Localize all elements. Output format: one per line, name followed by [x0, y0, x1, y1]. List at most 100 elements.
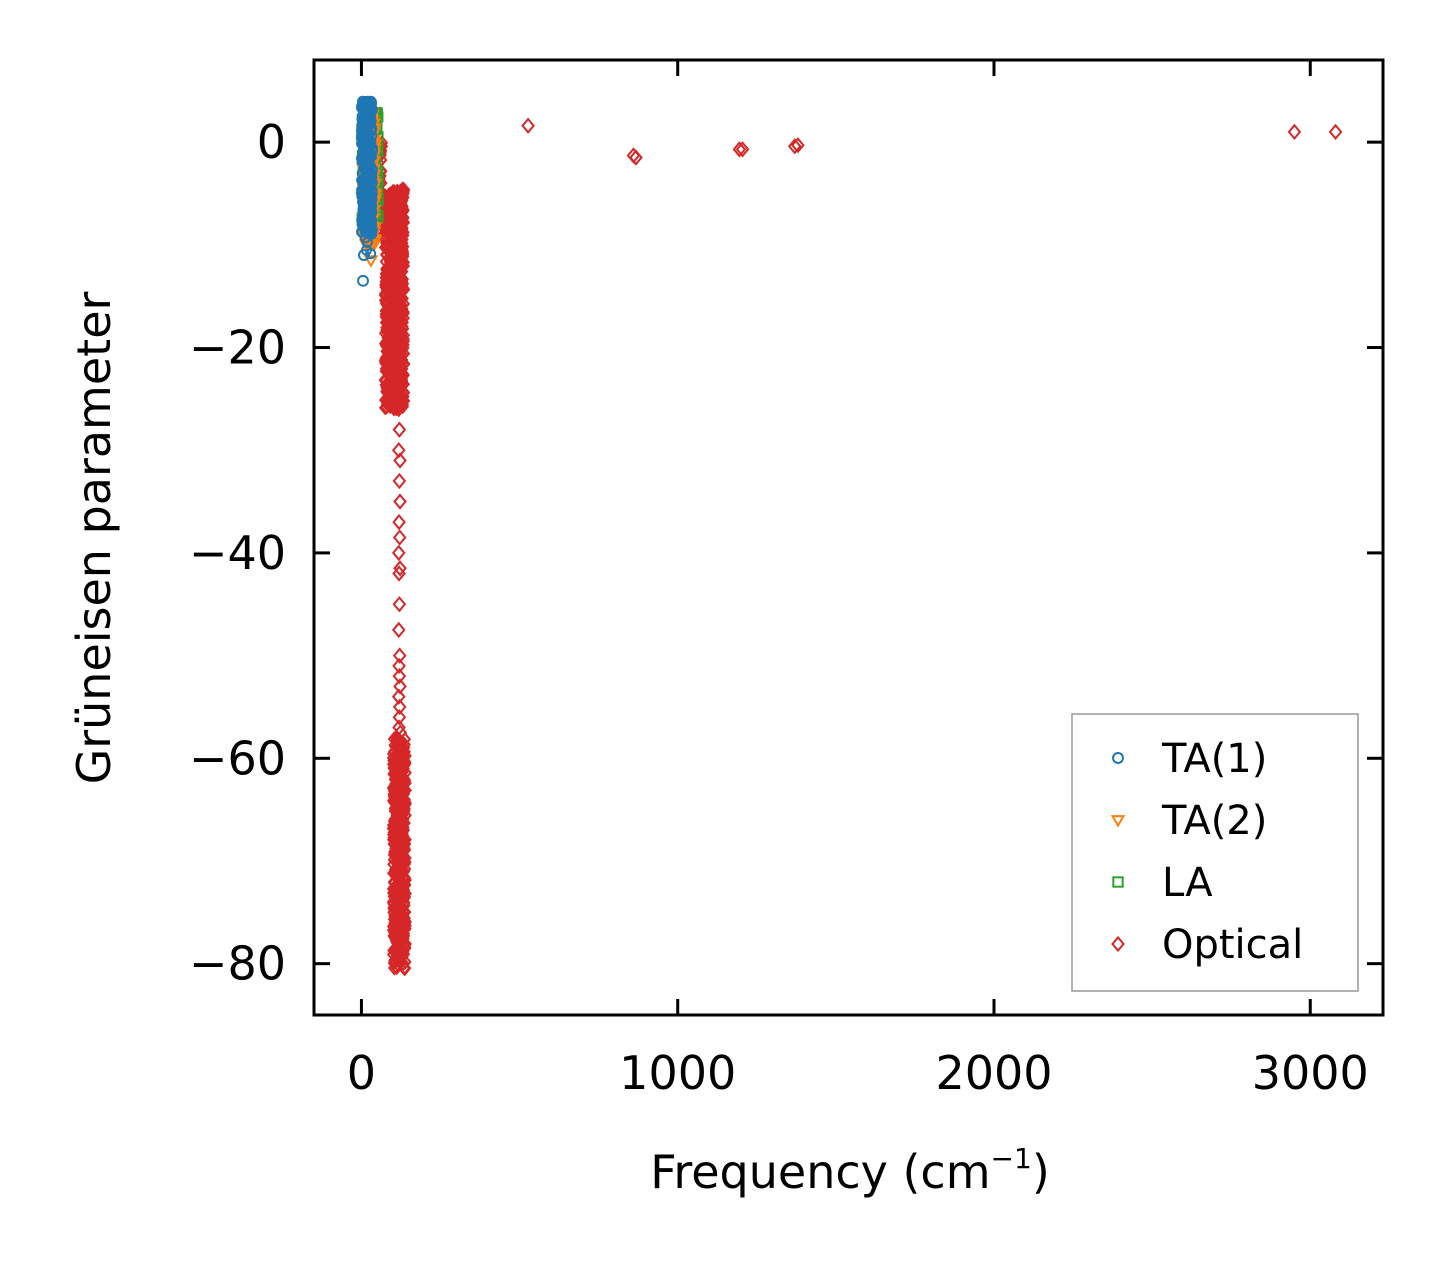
point-optical	[390, 767, 403, 783]
legend-label: LA	[1162, 860, 1213, 906]
x-tick-label: 2000	[935, 1046, 1052, 1100]
point-optical	[384, 393, 397, 409]
point-optical	[382, 376, 396, 392]
point-ta-1-	[360, 111, 372, 123]
point-optical	[399, 921, 412, 937]
y-tick-label: −80	[189, 937, 286, 991]
point-ta-1-	[355, 133, 367, 145]
point-optical	[396, 796, 409, 812]
point-ta-1-	[358, 98, 370, 110]
point-optical	[392, 596, 407, 613]
plot-frame	[312, 58, 1385, 1017]
point-optical	[391, 621, 406, 639]
point-optical	[391, 688, 406, 705]
point-ta-1-	[359, 185, 371, 197]
point-optical	[393, 560, 407, 577]
point-optical	[386, 377, 400, 393]
point-optical	[397, 189, 410, 205]
point-optical	[392, 736, 406, 752]
point-optical	[392, 719, 406, 736]
axis-ticks: 0 1000 2000 3000 0 −20 −40 −60 −80	[189, 60, 1383, 1100]
point-optical	[398, 936, 411, 952]
point-optical	[392, 513, 406, 531]
point-ta-1-	[358, 249, 370, 262]
point-ta-1-	[360, 146, 372, 158]
point-optical	[391, 544, 406, 562]
point-optical	[378, 293, 392, 309]
point-optical	[392, 957, 405, 974]
point-optical	[387, 216, 401, 232]
point-optical	[391, 898, 405, 914]
point-optical	[387, 789, 401, 805]
point-ta-1-	[362, 161, 374, 173]
legend-box	[1071, 713, 1359, 992]
point-optical	[395, 840, 408, 857]
point-ta-1-	[360, 173, 372, 185]
point-optical	[383, 253, 397, 269]
point-optical	[398, 754, 412, 770]
point-optical	[389, 816, 403, 832]
point-optical	[392, 709, 407, 726]
point-optical	[392, 472, 407, 490]
point-optical	[391, 876, 404, 892]
point-optical	[388, 262, 401, 278]
legend-marker	[1110, 815, 1126, 828]
legend-marker	[1111, 935, 1125, 953]
legend-label: TA(1)	[1161, 736, 1267, 782]
point-ta-1-	[359, 105, 371, 117]
legend-entry: TA(1)	[1112, 736, 1267, 782]
point-optical	[393, 452, 407, 469]
point-optical	[382, 214, 395, 230]
point-optical	[379, 276, 393, 293]
point-optical	[394, 245, 407, 261]
y-tick-label: −40	[189, 526, 286, 580]
point-ta-1-	[356, 125, 368, 137]
point-optical	[381, 207, 395, 224]
point-optical	[392, 421, 407, 438]
point-ta-1-	[362, 221, 374, 233]
legend-entry: Optical	[1111, 922, 1303, 968]
point-optical	[394, 251, 408, 267]
point-optical	[388, 287, 402, 303]
y-axis-label: Grüneisen parameter	[67, 291, 121, 784]
point-optical	[383, 249, 396, 265]
point-optical	[521, 117, 535, 134]
point-optical	[397, 783, 410, 799]
point-optical	[390, 824, 404, 840]
point-optical	[386, 746, 400, 762]
point-optical	[391, 226, 404, 242]
y-tick-label: −20	[189, 321, 286, 375]
legend: TA(1) TA(2) LA Optical	[1071, 713, 1359, 992]
point-optical	[392, 698, 407, 716]
point-optical	[392, 667, 407, 685]
point-optical	[388, 941, 401, 957]
point-ta-1-	[357, 274, 369, 287]
legend-entry: LA	[1112, 860, 1213, 906]
point-optical	[398, 961, 412, 977]
point-optical	[387, 896, 400, 912]
point-optical	[393, 493, 407, 510]
y-tick-label: 0	[257, 115, 286, 169]
x-axis-label-close: )	[1032, 1145, 1050, 1199]
point-optical	[391, 400, 406, 418]
data-marks	[355, 95, 1343, 977]
point-optical	[391, 856, 404, 872]
point-optical	[387, 331, 400, 347]
point-ta-1-	[359, 198, 371, 210]
point-optical	[395, 946, 409, 963]
point-optical	[388, 189, 401, 205]
point-optical	[388, 281, 401, 297]
point-optical	[392, 647, 407, 664]
point-optical	[394, 195, 408, 211]
point-optical	[392, 199, 405, 215]
point-optical	[390, 304, 403, 320]
point-optical	[392, 565, 406, 582]
series-ta-1-	[355, 95, 379, 287]
point-optical	[397, 800, 410, 817]
point-optical	[393, 352, 407, 368]
y-tick-label: −60	[189, 731, 286, 785]
point-optical	[380, 315, 393, 331]
point-optical	[735, 141, 750, 158]
